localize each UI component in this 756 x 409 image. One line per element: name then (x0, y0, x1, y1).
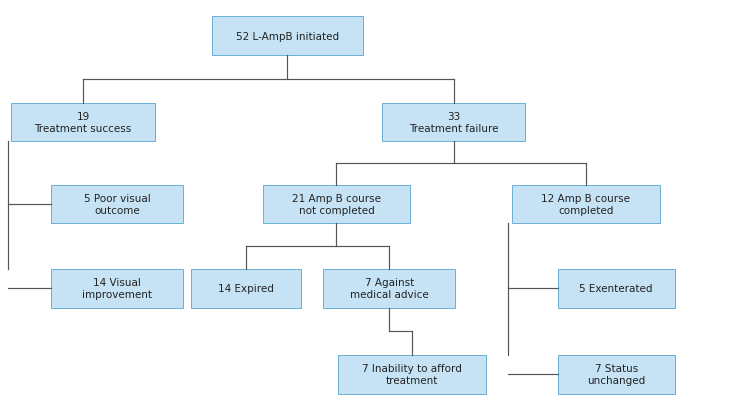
Text: 14 Expired: 14 Expired (218, 283, 274, 293)
Text: 21 Amp B course
not completed: 21 Amp B course not completed (292, 194, 381, 215)
FancyBboxPatch shape (263, 185, 410, 224)
Text: 19
Treatment success: 19 Treatment success (35, 112, 132, 133)
Text: 33
Treatment failure: 33 Treatment failure (409, 112, 498, 133)
FancyBboxPatch shape (191, 269, 300, 308)
FancyBboxPatch shape (212, 17, 363, 56)
Text: 7 Against
medical advice: 7 Against medical advice (350, 278, 429, 299)
Text: 52 L-AmpB initiated: 52 L-AmpB initiated (236, 32, 339, 42)
FancyBboxPatch shape (512, 185, 659, 224)
Text: 14 Visual
improvement: 14 Visual improvement (82, 278, 152, 299)
FancyBboxPatch shape (557, 269, 674, 308)
FancyBboxPatch shape (382, 103, 525, 142)
FancyBboxPatch shape (324, 269, 455, 308)
FancyBboxPatch shape (11, 103, 155, 142)
Text: 7 Status
unchanged: 7 Status unchanged (587, 364, 646, 385)
Text: 5 Poor visual
outcome: 5 Poor visual outcome (84, 194, 150, 215)
Text: 12 Amp B course
completed: 12 Amp B course completed (541, 194, 631, 215)
Text: 7 Inability to afford
treatment: 7 Inability to afford treatment (362, 364, 462, 385)
Text: 5 Exenterated: 5 Exenterated (579, 283, 653, 293)
FancyBboxPatch shape (338, 355, 486, 393)
FancyBboxPatch shape (557, 355, 674, 393)
FancyBboxPatch shape (51, 269, 183, 308)
FancyBboxPatch shape (51, 185, 183, 224)
